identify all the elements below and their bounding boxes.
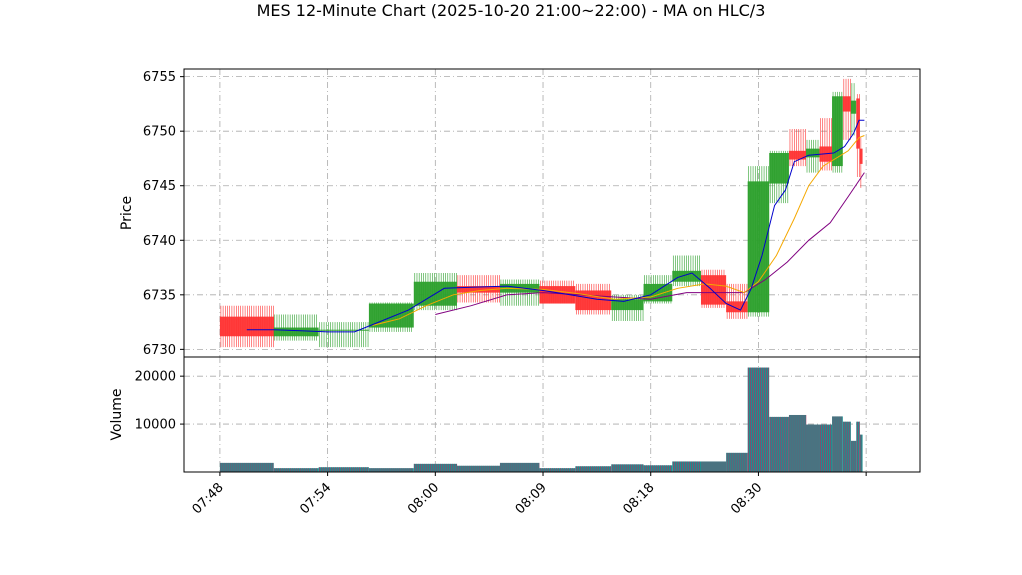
x-tick-label: 07:48 bbox=[190, 480, 227, 517]
volume-bar-fill bbox=[273, 468, 319, 472]
volume-tick-label: 10000 bbox=[135, 418, 176, 433]
candle-body bbox=[859, 148, 863, 164]
price-tick-label: 6740 bbox=[143, 234, 176, 249]
volume-bar-fill bbox=[819, 424, 833, 472]
candle-body bbox=[850, 100, 857, 114]
volume-axis-label: Volume bbox=[109, 388, 125, 440]
volume-bar-fill bbox=[413, 463, 457, 472]
candle-up bbox=[769, 150, 789, 204]
volume-bar bbox=[643, 465, 673, 472]
candle-down bbox=[700, 269, 727, 308]
volume-bar bbox=[832, 416, 843, 472]
volume-bar-fill bbox=[700, 461, 727, 472]
volume-bar bbox=[700, 461, 727, 472]
candle-up bbox=[273, 314, 319, 341]
candle-up bbox=[318, 322, 369, 348]
volume-bar bbox=[368, 468, 414, 472]
ma-fast-line bbox=[246, 119, 865, 333]
x-tick-label: 08:30 bbox=[728, 480, 765, 517]
price-panel-bg bbox=[184, 69, 920, 357]
volume-bar-fill bbox=[456, 465, 500, 472]
volume-bar bbox=[539, 468, 576, 472]
volume-bar-fill bbox=[611, 464, 644, 472]
price-tick-label: 6730 bbox=[143, 343, 176, 358]
volume-bar-fill bbox=[499, 462, 540, 472]
volume-bar bbox=[318, 467, 369, 472]
candle-body bbox=[219, 316, 274, 337]
volume-bar-fill bbox=[368, 468, 414, 472]
price-tick-label: 6755 bbox=[143, 70, 176, 85]
volume-bar bbox=[672, 461, 701, 472]
volume-bar-fill bbox=[842, 421, 851, 472]
volume-bar bbox=[219, 462, 274, 472]
volume-tick-label: 20000 bbox=[135, 370, 176, 385]
chart-title: MES 12-Minute Chart (2025-10-20 21:00~22… bbox=[256, 1, 766, 20]
candle-down bbox=[219, 305, 275, 348]
candle-body bbox=[842, 96, 851, 112]
x-tick-label: 08:09 bbox=[513, 480, 550, 517]
volume-bar bbox=[726, 452, 748, 472]
candle-down bbox=[842, 78, 851, 140]
candle-up bbox=[832, 91, 843, 173]
x-tick-label: 07:54 bbox=[297, 480, 334, 517]
candle-up bbox=[747, 166, 770, 317]
volume-bar-fill bbox=[856, 421, 860, 472]
volume-bar bbox=[859, 434, 863, 472]
candle-up bbox=[672, 255, 701, 287]
volume-bar bbox=[456, 465, 501, 472]
candle-body bbox=[806, 148, 820, 158]
volume-bar bbox=[788, 414, 807, 472]
volume-panel-frame bbox=[183, 356, 921, 473]
volume-bar-fill bbox=[859, 434, 863, 472]
volume-bar bbox=[819, 424, 833, 472]
volume-bar bbox=[850, 440, 857, 472]
candle-body bbox=[273, 327, 319, 337]
price-tick-label: 6735 bbox=[143, 288, 176, 303]
volume-bar-fill bbox=[832, 416, 843, 472]
volume-bar bbox=[611, 464, 644, 472]
volume-bar bbox=[499, 462, 540, 472]
volume-bar-fill bbox=[539, 468, 576, 472]
candle-up bbox=[806, 139, 820, 173]
volume-bar-fill bbox=[672, 461, 701, 472]
volume-bar bbox=[273, 468, 319, 472]
volume-bar bbox=[769, 416, 789, 472]
candle-body bbox=[788, 150, 807, 160]
price-tick-label: 6750 bbox=[143, 125, 176, 140]
candle-body bbox=[456, 286, 500, 293]
candle-body bbox=[726, 301, 748, 313]
x-tick-label: 08:18 bbox=[620, 480, 657, 517]
volume-bar-fill bbox=[850, 440, 857, 472]
x-tick-label: 08:00 bbox=[405, 480, 442, 517]
volume-bar bbox=[575, 466, 612, 472]
price-tick-label: 6745 bbox=[143, 179, 176, 194]
volume-bar bbox=[856, 421, 860, 472]
ma-slow-line bbox=[435, 172, 865, 315]
candle-down bbox=[859, 137, 863, 188]
candle-up bbox=[850, 83, 857, 136]
volume-bar bbox=[413, 463, 458, 472]
volume-bar bbox=[842, 421, 851, 472]
volume-bar-fill bbox=[575, 466, 612, 472]
candle-down bbox=[788, 129, 807, 167]
volume-bar-fill bbox=[788, 414, 807, 472]
volume-bar bbox=[806, 424, 820, 472]
volume-bar bbox=[747, 367, 770, 472]
volume-bar-fill bbox=[643, 465, 673, 472]
price-axis-label: Price bbox=[119, 196, 135, 230]
